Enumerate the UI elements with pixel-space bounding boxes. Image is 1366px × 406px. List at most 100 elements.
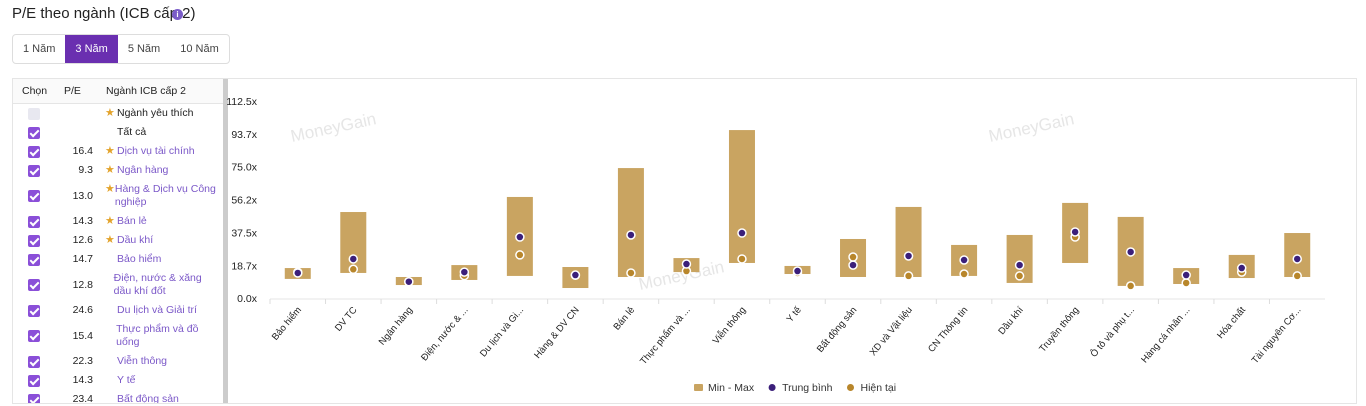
star-icon[interactable]: ★ — [105, 164, 115, 176]
pe-value: 12.8 — [72, 278, 93, 291]
cell: ★ Bán lẻ — [105, 212, 223, 231]
cell: 12.8 — [63, 269, 105, 301]
x-tick-label: Hóa chất — [1215, 305, 1248, 341]
star-icon[interactable]: ★ — [105, 145, 115, 157]
checkbox[interactable] — [28, 190, 40, 202]
panel: Chọn P/E Ngành ICB cấp 2 ★ Ngành yêu thíc… — [12, 78, 1357, 404]
table-row: 15.4 Thực phẩm và đồ uống — [13, 320, 223, 352]
tab[interactable]: 10 Năm — [180, 43, 219, 55]
industry-name[interactable]: Điện, nước & xăng dầu khí đốt — [113, 272, 202, 297]
star-icon[interactable]: ★ — [105, 107, 115, 119]
mean-dot — [570, 270, 581, 280]
industry-name[interactable]: Dầu khí — [117, 234, 154, 246]
pe-value: 9.3 — [78, 164, 93, 176]
checkbox[interactable] — [28, 253, 40, 266]
pe-value: 14.7 — [72, 253, 93, 265]
checkbox[interactable] — [28, 393, 40, 403]
table: Chọn P/E Ngành ICB cấp 2 ★ Ngành yêu thíc… — [13, 79, 223, 403]
industry-name[interactable]: Bảo hiểm — [117, 253, 162, 265]
checkbox[interactable] — [28, 279, 40, 291]
mean-dot — [959, 255, 969, 265]
checkbox[interactable] — [28, 164, 40, 177]
legend-label: Trung bình — [782, 382, 833, 394]
tabs: 1 Năm 3 Năm 5 Năm 10 Năm — [12, 34, 230, 64]
name-wrap: Bảo hiểm — [105, 253, 217, 266]
name-wrap: Thực phẩm và đồ uống — [105, 323, 217, 349]
checkbox[interactable] — [28, 304, 40, 317]
pe-value: 16.4 — [72, 145, 93, 157]
x-tick-label: Truyền thông — [1037, 305, 1081, 355]
name-wrap: ★ Ngành yêu thích — [105, 107, 217, 120]
name-wrap: ★ Dịch vụ tài chính — [105, 145, 217, 158]
checkbox[interactable] — [28, 107, 40, 120]
pe-value: 24.6 — [72, 304, 93, 316]
table-row: 16.4 ★ Dịch vụ tài chính — [13, 142, 223, 161]
watermark: MoneyGain — [289, 109, 378, 146]
cell — [13, 180, 63, 212]
tab[interactable]: 3 Năm — [65, 35, 118, 63]
column-header[interactable]: P/E — [63, 79, 105, 104]
cell: Du lịch và Giải trí — [105, 301, 223, 320]
checkbox[interactable] — [28, 145, 40, 158]
mean-dot — [1236, 263, 1247, 273]
cell — [13, 104, 63, 124]
x-tick-label: Y tế — [785, 304, 805, 324]
star-icon[interactable]: ★ — [105, 234, 115, 246]
cell: Thực phẩm và đồ uống — [105, 320, 223, 352]
checkbox[interactable] — [28, 374, 40, 387]
industry-name[interactable]: Bất động sản — [117, 393, 179, 403]
y-tick-label: 112.5x — [226, 96, 257, 108]
mean-dot — [737, 228, 747, 238]
pe-value: 22.3 — [72, 355, 93, 367]
checkbox[interactable] — [28, 234, 40, 247]
y-tick-label: 37.5x — [231, 227, 257, 239]
industry-name[interactable]: Du lịch và Giải trí — [117, 304, 197, 316]
current-dot — [848, 252, 858, 262]
star-icon[interactable]: ★ — [105, 183, 115, 195]
current-dot — [626, 268, 636, 278]
cell: Viễn thông — [105, 352, 223, 371]
current-dot — [515, 250, 525, 260]
info-icon[interactable]: i — [172, 9, 183, 20]
cell — [13, 371, 63, 390]
mean-dot — [1125, 247, 1136, 257]
x-tick-label: Ô tô và phụ t... — [1088, 305, 1136, 360]
legend-label: Hiện tại — [861, 382, 897, 394]
pe-value: 14.3 — [72, 374, 93, 386]
cell: 14.3 — [63, 212, 105, 231]
cell — [13, 320, 63, 352]
column-header: Ngành ICB cấp 2 — [105, 79, 223, 104]
industry-table: Chọn P/E Ngành ICB cấp 2 ★ Ngành yêu thíc… — [13, 79, 224, 403]
tab[interactable]: 5 Năm — [127, 43, 161, 55]
cell: 9.3 — [63, 161, 105, 180]
table-row: 14.3 Y tế — [13, 371, 223, 390]
name-wrap: ★ Hàng & Dịch vụ Công nghiệp — [105, 183, 217, 209]
pe-value: 13.0 — [72, 189, 93, 202]
industry-name[interactable]: Hàng & Dịch vụ Công nghiệp — [114, 183, 216, 208]
table-row: 12.6 ★ Dầu khí — [13, 231, 223, 250]
scrollbar[interactable] — [223, 79, 228, 403]
industry-name[interactable]: Viễn thông — [117, 355, 168, 367]
checkbox[interactable] — [28, 126, 40, 139]
checkbox[interactable] — [28, 215, 40, 228]
cell: ★ Dịch vụ tài chính — [105, 142, 223, 161]
industry-name[interactable]: Y tế — [117, 374, 136, 386]
cell — [13, 161, 63, 180]
name-wrap: Du lịch và Giải trí — [105, 304, 217, 317]
cell: ★ Ngành yêu thích — [105, 104, 223, 124]
range-bar — [728, 130, 755, 263]
industry-name[interactable]: Ngân hàng — [117, 164, 169, 176]
mean-dot — [293, 268, 303, 278]
cell: 16.4 — [63, 142, 105, 161]
industry-name[interactable]: Dịch vụ tài chính — [117, 145, 195, 157]
industry-name[interactable]: Thực phẩm và đồ uống — [116, 323, 199, 348]
checkbox[interactable] — [28, 330, 40, 342]
tab[interactable]: 1 Năm — [23, 43, 56, 55]
cell: 12.6 — [63, 231, 105, 250]
checkbox[interactable] — [28, 355, 40, 368]
mean-dot — [626, 230, 636, 240]
current-dot — [1292, 271, 1302, 281]
legend-label: Min - Max — [708, 382, 755, 394]
industry-name[interactable]: Bán lẻ — [117, 215, 147, 227]
star-icon[interactable]: ★ — [105, 215, 115, 227]
